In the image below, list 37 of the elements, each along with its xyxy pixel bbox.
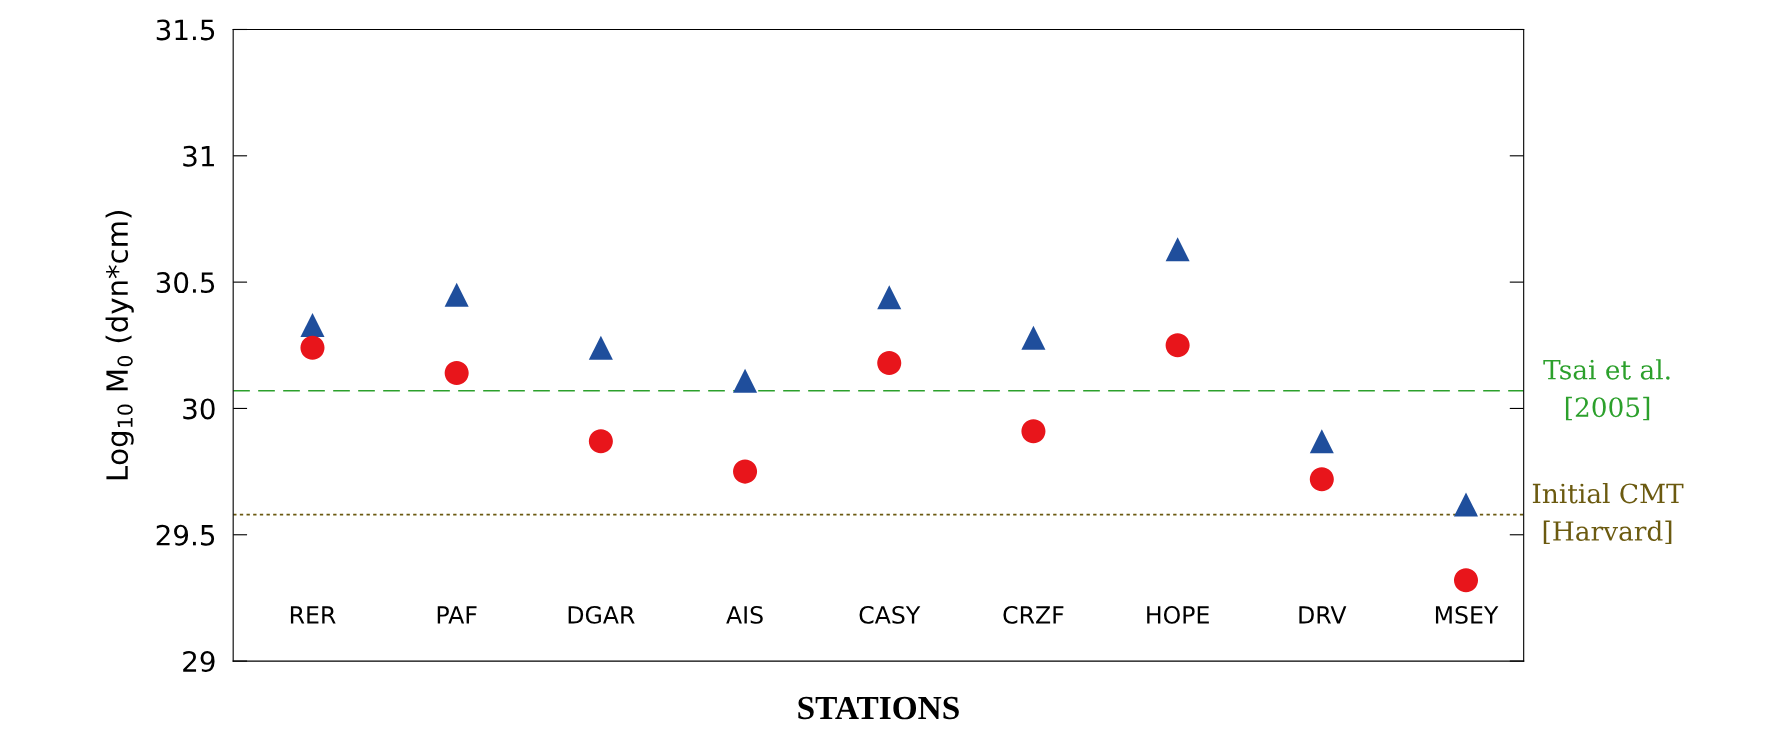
point — [877, 285, 902, 310]
point — [733, 459, 758, 484]
point — [588, 335, 613, 360]
y-tick-label: 31 — [183, 145, 214, 167]
point — [444, 282, 469, 307]
y-tick-label: 29.5 — [156, 524, 215, 546]
x-axis-title: STATIONS — [798, 696, 959, 720]
x-tick-label: RER — [290, 606, 336, 624]
y-tick-label: 29 — [183, 651, 215, 673]
point — [1165, 333, 1190, 358]
point — [1453, 568, 1479, 593]
x-tick-label: DRV — [1299, 606, 1347, 624]
point — [1309, 429, 1334, 454]
point — [733, 368, 758, 393]
x-tick-label: CASY — [859, 605, 921, 624]
y-tick-label: 30 — [183, 398, 215, 420]
ref-line-label: Initial CMT [Harvard] — [1532, 483, 1684, 545]
point — [1021, 419, 1046, 444]
point — [1453, 492, 1479, 517]
x-tick-label: HOPE — [1147, 605, 1209, 624]
point — [444, 361, 469, 386]
point — [300, 313, 325, 338]
point — [1309, 467, 1334, 492]
x-tick-label: PAF — [437, 606, 477, 624]
y-tick-label: 30.5 — [156, 272, 215, 294]
point — [1021, 325, 1046, 350]
point — [1165, 237, 1190, 262]
ref-line-label: Tsai et al. [2005] — [1543, 359, 1670, 421]
point — [588, 429, 613, 454]
x-tick-label: CRZF — [1003, 605, 1064, 624]
x-tick-label: AIS — [726, 605, 763, 624]
point — [877, 350, 902, 375]
y-tick-label: 31.5 — [156, 19, 215, 41]
x-tick-label: MSEY — [1435, 605, 1499, 624]
y-axis-title: Log$_{10}$ M$_{0}$ (dyn*cm) — [105, 211, 134, 480]
point — [300, 335, 325, 360]
x-tick-label: DGAR — [568, 605, 635, 624]
